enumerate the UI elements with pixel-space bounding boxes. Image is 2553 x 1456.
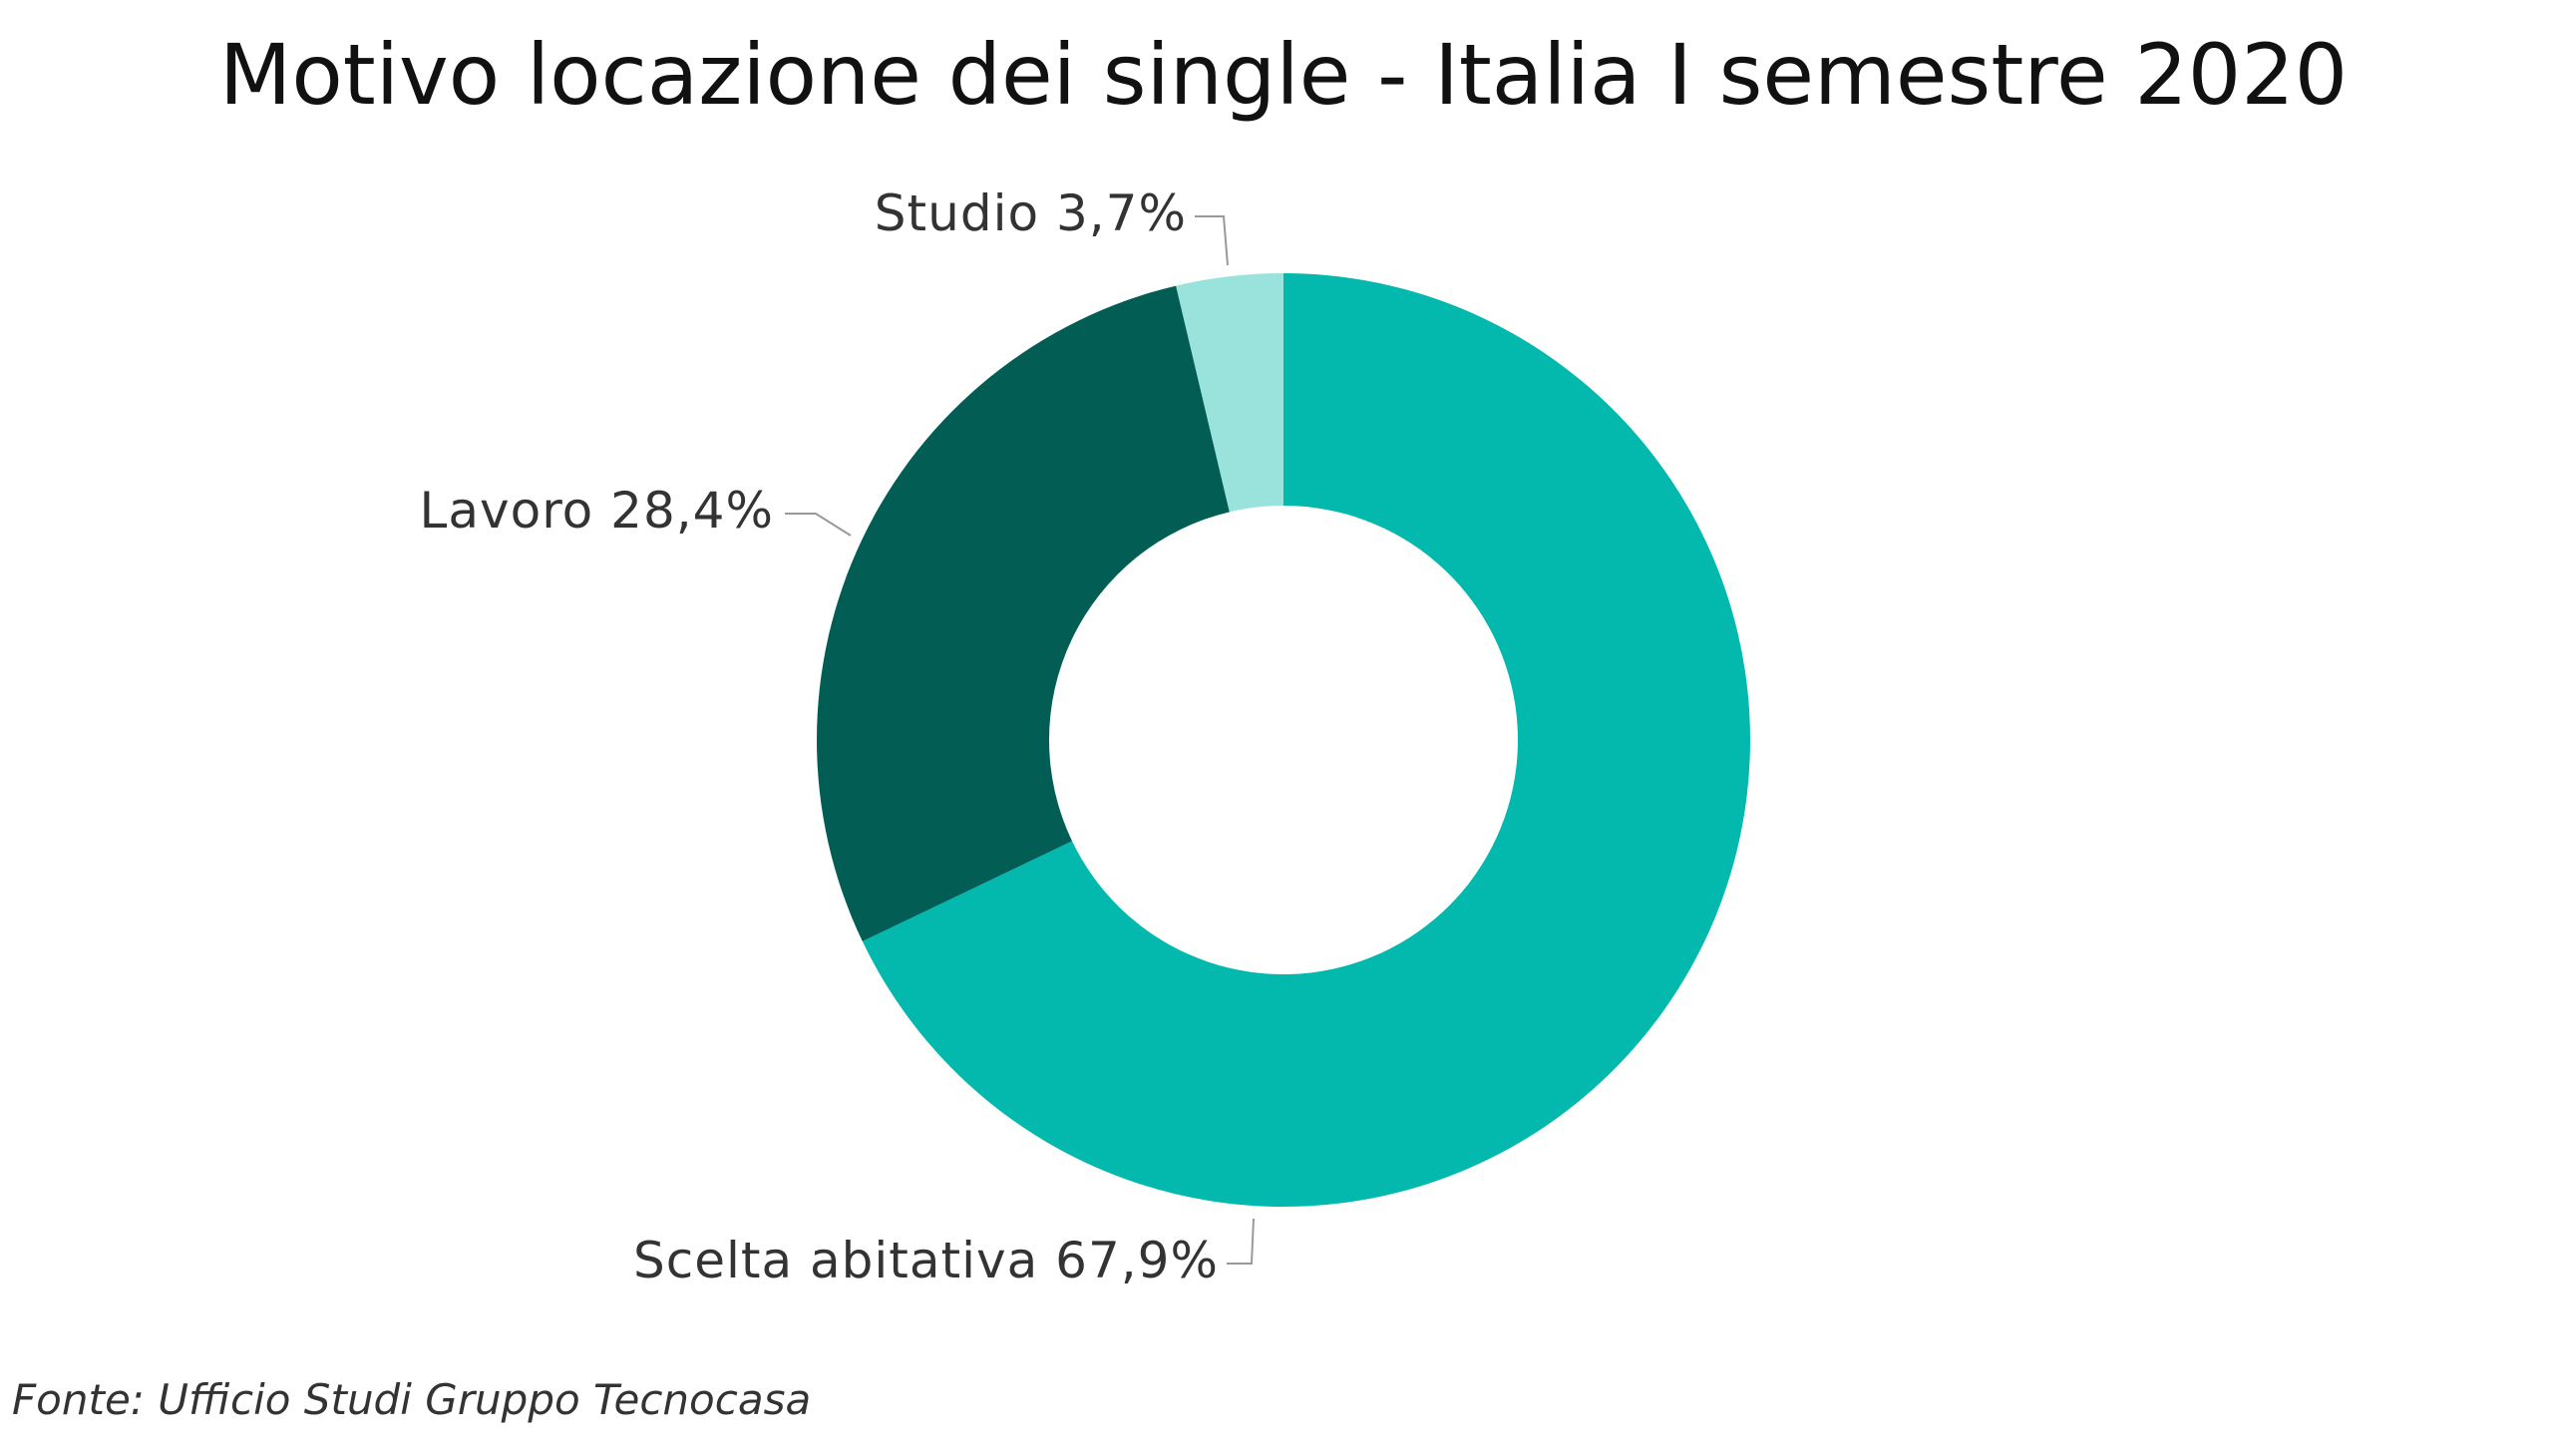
leader-line (1195, 215, 1229, 266)
data-label: Scelta abitativa 67,9% (633, 1232, 1219, 1289)
source-note: Fonte: Ufficio Studi Gruppo Tecnocasa (12, 1375, 811, 1424)
leader-line (1227, 1218, 1255, 1265)
donut-segment (1176, 273, 1283, 513)
category-name: Studio (875, 184, 1039, 242)
chart-title: Motivo locazione dei single - Italia I s… (219, 26, 2348, 124)
leader-line (785, 513, 852, 537)
donut-segment (862, 273, 1751, 1208)
donut-segment (817, 285, 1230, 941)
value-label: 3,7% (1056, 184, 1187, 242)
category-name: Scelta abitativa (633, 1232, 1038, 1289)
category-name: Lavoro (420, 482, 594, 540)
value-label: 28,4% (610, 482, 774, 540)
data-label: Lavoro 28,4% (420, 482, 774, 540)
value-label: 67,9% (1055, 1232, 1219, 1289)
data-label: Studio 3,7% (875, 184, 1187, 242)
